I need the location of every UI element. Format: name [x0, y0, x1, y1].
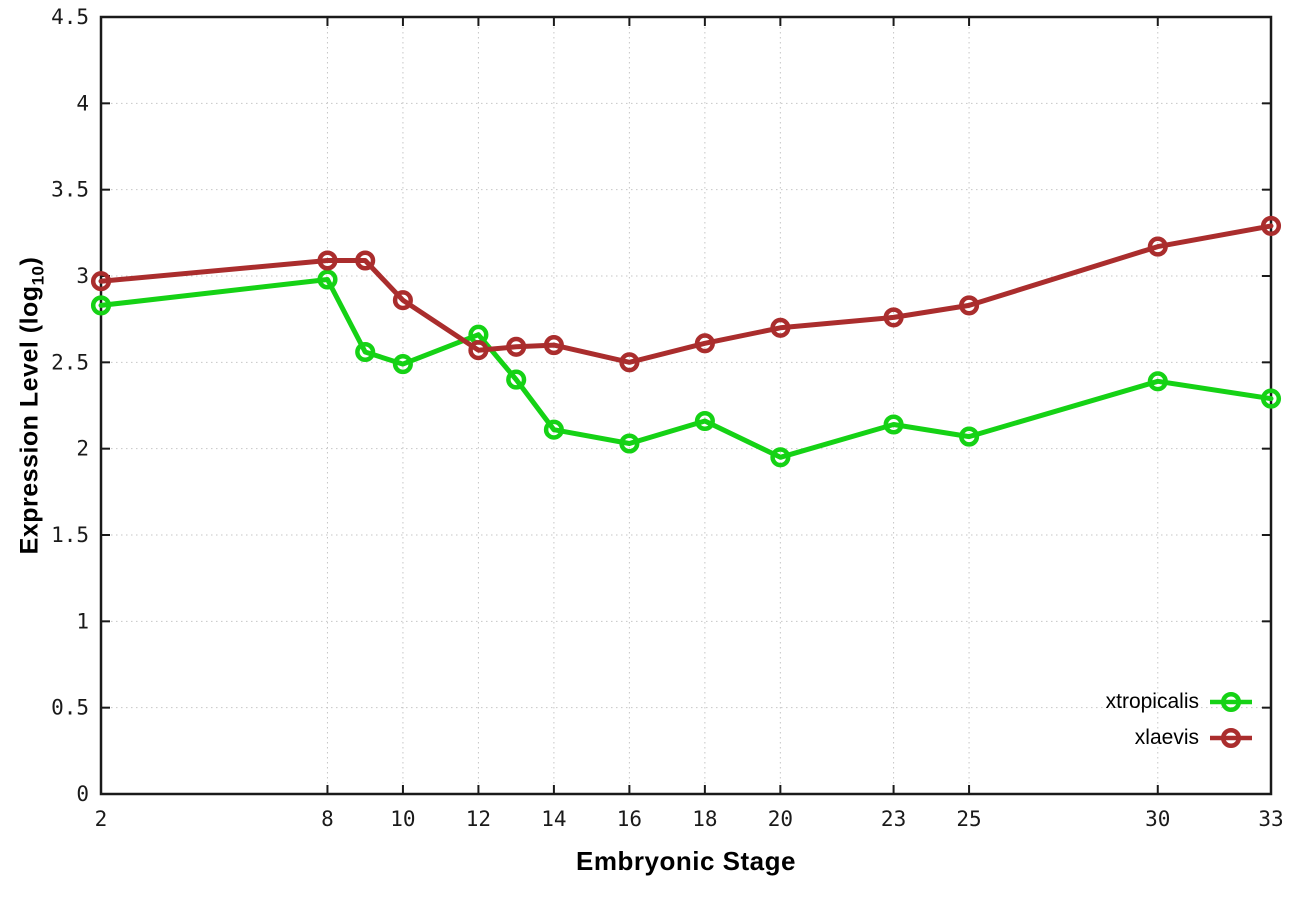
x-tick-label: 23: [881, 807, 906, 831]
xtropicalis-data-point: [694, 410, 715, 432]
plot-border: [99, 15, 1273, 796]
xlaevis-data-point: [392, 290, 413, 311]
xlaevis-data-point: [883, 307, 904, 328]
x-tick-label: 33: [1258, 807, 1283, 831]
xlaevis-line: [98, 223, 1274, 365]
series-xtropicalis: [90, 269, 1282, 468]
axis-ticks: [100, 16, 1272, 795]
xtropicalis-data-point: [883, 414, 904, 435]
xlaevis-data-point: [90, 271, 112, 292]
x-tick-label: 2: [95, 807, 108, 831]
gridlines: [101, 17, 1271, 794]
xtropicalis-data-point: [619, 433, 640, 454]
y-tick-label: 3.5: [51, 178, 89, 202]
y-tick-label: 0: [76, 782, 89, 806]
y-tick-label: 2.5: [51, 350, 89, 374]
x-tick-label: 20: [768, 807, 793, 831]
xlaevis-data-point: [506, 336, 527, 357]
xtropicalis-data-point: [90, 295, 112, 316]
xtropicalis-data-point: [317, 269, 338, 290]
y-tick-label: 1.5: [51, 523, 89, 547]
xtropicalis-data-point: [392, 354, 413, 375]
xlaevis-data-point: [317, 250, 338, 271]
x-tick-label: 8: [321, 807, 334, 831]
xtropicalis-data-point: [1147, 371, 1168, 392]
x-tick-label: 10: [390, 807, 415, 831]
x-tick-label: 12: [466, 807, 491, 831]
y-tick-label: 4: [76, 91, 89, 115]
xlaevis-data-point: [543, 335, 564, 356]
xlaevis-data-point: [959, 295, 980, 316]
xtropicalis-data-point: [959, 426, 980, 447]
xlaevis-data-point: [1260, 215, 1282, 236]
xtropicalis-data-point: [506, 369, 527, 390]
xtropicalis-data-point: [355, 341, 376, 363]
legend-label-xlaevis: xlaevis: [1134, 726, 1199, 749]
legend: xtropicalis xlaevis: [1106, 686, 1254, 754]
y-tick-label: 0.5: [51, 696, 89, 720]
x-tick-label: 14: [541, 807, 566, 831]
xtropicalis-line: [98, 277, 1274, 460]
x-tick-labels: 2 8 10 12 14 16 18 20 23 25 30 33: [95, 807, 1284, 831]
y-tick-labels: 0 0.5 1 1.5 2 2.5 3 3.5 4 4.5: [51, 5, 89, 806]
xtropicalis-line-marker-icon: [1210, 691, 1252, 713]
legend-item-xlaevis: xlaevis: [1106, 722, 1254, 754]
x-tick-label: 30: [1145, 807, 1170, 831]
x-axis-title: Embryonic Stage: [576, 846, 796, 876]
y-tick-label: 3: [76, 264, 89, 288]
x-tick-label: 16: [617, 807, 642, 831]
y-tick-label: 2: [76, 437, 89, 461]
xtropicalis-data-point: [770, 447, 791, 468]
y-tick-label: 1: [76, 609, 89, 633]
legend-label-xtropicalis: xtropicalis: [1105, 690, 1199, 713]
x-tick-label: 18: [692, 807, 717, 831]
xlaevis-data-point: [1147, 236, 1168, 257]
xlaevis-data-point: [468, 340, 489, 361]
x-tick-label: 25: [956, 807, 981, 831]
xtropicalis-data-point: [543, 419, 564, 440]
legend-item-xtropicalis: xtropicalis: [1106, 686, 1254, 718]
xtropicalis-data-point: [1260, 388, 1282, 409]
xlaevis-data-point: [355, 250, 376, 271]
xlaevis-data-point: [694, 333, 715, 354]
xlaevis-data-point: [770, 317, 791, 338]
xlaevis-line-marker-icon: [1210, 727, 1252, 749]
y-tick-label: 4.5: [51, 5, 89, 29]
xlaevis-data-point: [619, 352, 640, 373]
series-xlaevis: [90, 215, 1282, 373]
